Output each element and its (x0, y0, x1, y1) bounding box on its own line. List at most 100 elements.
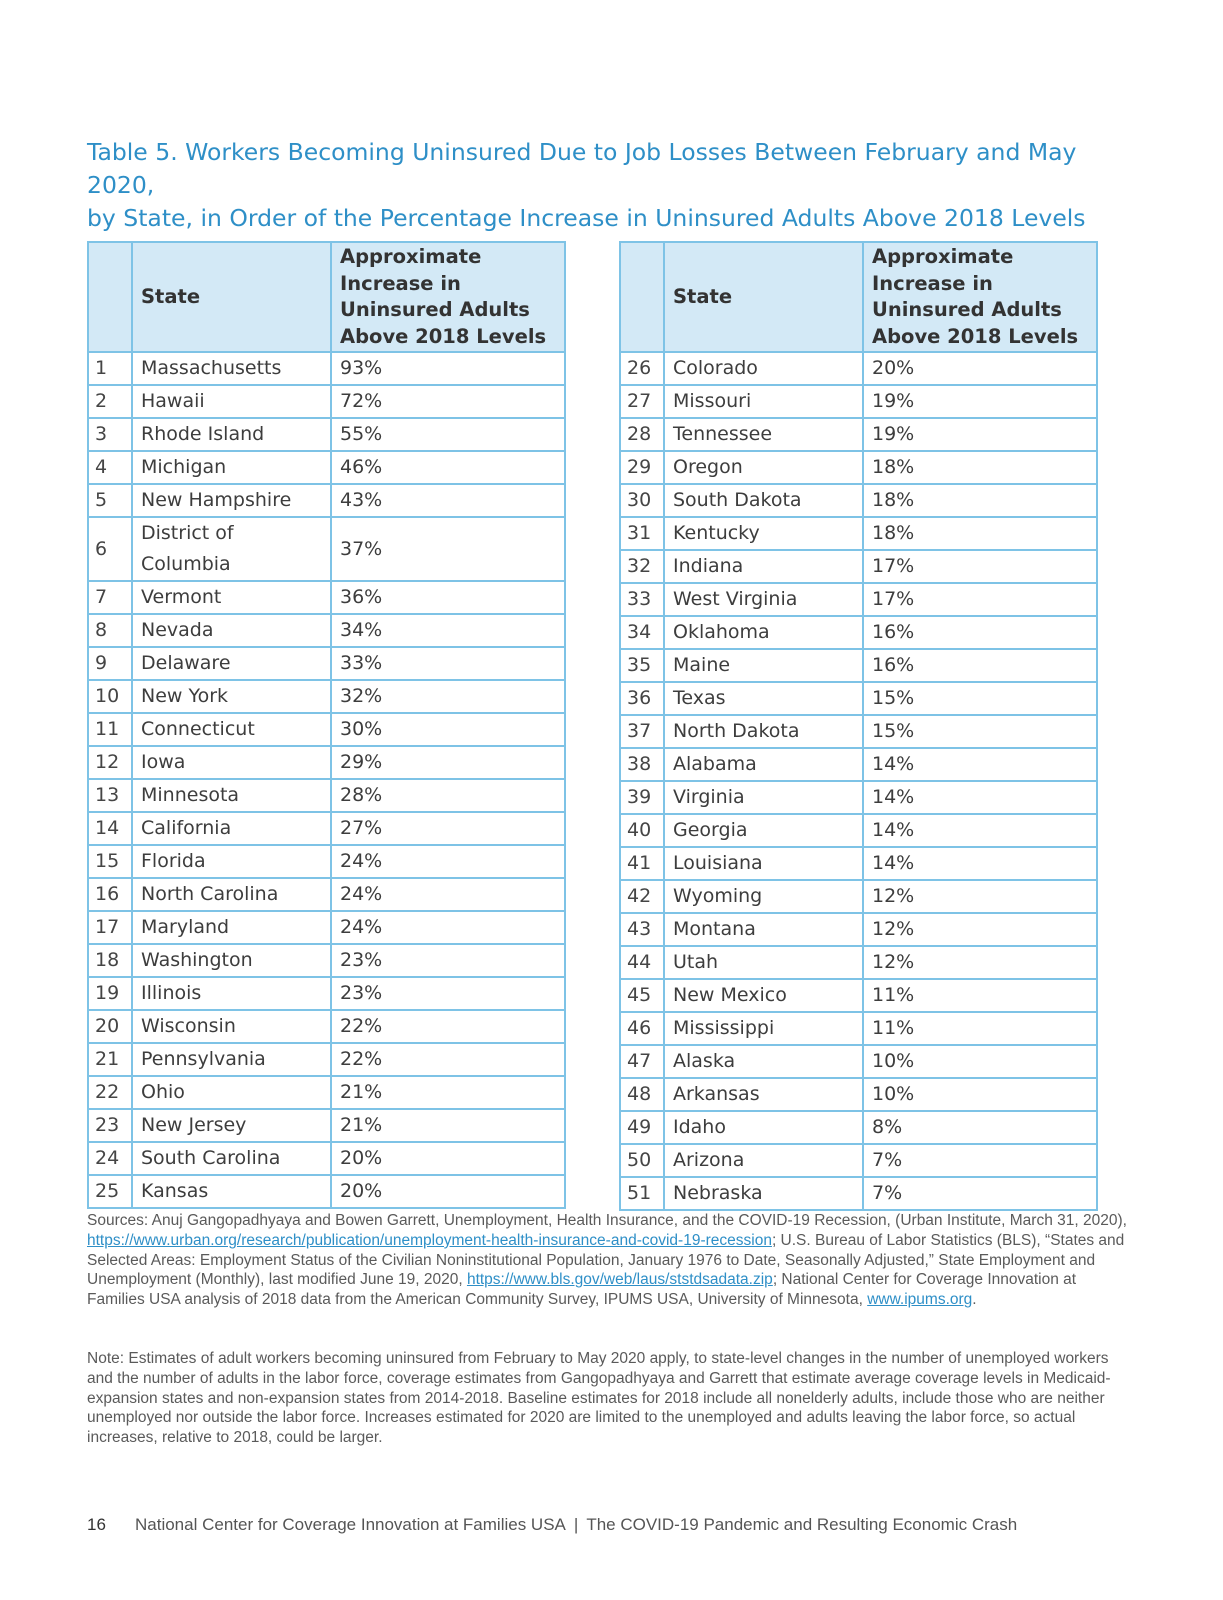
increase-cell: 14% (862, 780, 1098, 815)
rank-cell: 42 (619, 879, 665, 914)
rank-cell: 8 (87, 613, 133, 648)
state-cell: Michigan (131, 450, 332, 485)
footer-report-title: The COVID-19 Pandemic and Resulting Econ… (586, 1515, 1018, 1534)
increase-cell: 15% (862, 681, 1098, 716)
table-row: 9 Delaware 33% (87, 646, 566, 681)
state-cell: Indiana (663, 549, 864, 584)
state-cell: Wyoming (663, 879, 864, 914)
state-header: State (663, 241, 864, 353)
rank-cell: 20 (87, 1009, 133, 1044)
state-cell: Kentucky (663, 516, 864, 551)
rank-cell: 27 (619, 384, 665, 419)
increase-cell: 21% (330, 1108, 566, 1143)
table-row: 33 West Virginia 17% (619, 582, 1098, 617)
table-row: 43 Montana 12% (619, 912, 1098, 947)
state-cell: California (131, 811, 332, 846)
table-row: 25 Kansas 20% (87, 1174, 566, 1209)
table-row: 32 Indiana 17% (619, 549, 1098, 584)
table-row: 5 New Hampshire 43% (87, 483, 566, 518)
state-cell: Texas (663, 681, 864, 716)
increase-cell: 17% (862, 582, 1098, 617)
rank-cell: 26 (619, 351, 665, 386)
sources-note: Sources: Anuj Gangopadhyaya and Bowen Ga… (87, 1211, 1127, 1310)
table-row: 10 New York 32% (87, 679, 566, 714)
rank-cell: 29 (619, 450, 665, 485)
increase-cell: 12% (862, 912, 1098, 947)
state-header: State (131, 241, 332, 353)
page-title: Table 5. Workers Becoming Uninsured Due … (87, 136, 1137, 235)
state-cell: Alaska (663, 1044, 864, 1079)
page-footer: 16 National Center for Coverage Innovatio… (87, 1514, 1017, 1536)
table-row: 36 Texas 15% (619, 681, 1098, 716)
increase-cell: 30% (330, 712, 566, 747)
increase-cell: 93% (330, 351, 566, 386)
increase-cell: 20% (330, 1174, 566, 1209)
state-cell: New Mexico (663, 978, 864, 1013)
rank-cell: 35 (619, 648, 665, 683)
increase-cell: 24% (330, 844, 566, 879)
state-cell: Nevada (131, 613, 332, 648)
increase-cell: 22% (330, 1042, 566, 1077)
rank-cell: 32 (619, 549, 665, 584)
table-row: 3 Rhode Island 55% (87, 417, 566, 452)
state-cell: Oklahoma (663, 615, 864, 650)
rank-cell: 43 (619, 912, 665, 947)
table-row: 50 Arizona 7% (619, 1143, 1098, 1178)
rank-cell: 4 (87, 450, 133, 485)
rank-cell: 2 (87, 384, 133, 419)
state-cell: Mississippi (663, 1011, 864, 1046)
rank-cell: 33 (619, 582, 665, 617)
state-cell: Virginia (663, 780, 864, 815)
increase-cell: 32% (330, 679, 566, 714)
rank-cell: 16 (87, 877, 133, 912)
table-row: 38 Alabama 14% (619, 747, 1098, 782)
rank-cell: 6 (87, 516, 133, 582)
rank-cell: 19 (87, 976, 133, 1011)
increase-cell: 34% (330, 613, 566, 648)
increase-cell: 24% (330, 877, 566, 912)
table-row: 42 Wyoming 12% (619, 879, 1098, 914)
state-cell: Florida (131, 844, 332, 879)
rank-cell: 3 (87, 417, 133, 452)
increase-cell: 33% (330, 646, 566, 681)
state-cell: Maine (663, 648, 864, 683)
increase-cell: 10% (862, 1044, 1098, 1079)
increase-cell: 19% (862, 417, 1098, 452)
state-cell: Vermont (131, 580, 332, 615)
table-row: 8 Nevada 34% (87, 613, 566, 648)
increase-cell: 43% (330, 483, 566, 518)
table-row: 51 Nebraska 7% (619, 1176, 1098, 1211)
increase-cell: 15% (862, 714, 1098, 749)
state-cell: Hawaii (131, 384, 332, 419)
rank-cell: 39 (619, 780, 665, 815)
state-cell: Missouri (663, 384, 864, 419)
title-line-2: by State, in Order of the Percentage Inc… (87, 204, 1086, 232)
rank-cell: 46 (619, 1011, 665, 1046)
table-row: 40 Georgia 14% (619, 813, 1098, 848)
increase-cell: 7% (862, 1176, 1098, 1211)
state-cell: West Virginia (663, 582, 864, 617)
state-cell: Delaware (131, 646, 332, 681)
state-cell: Minnesota (131, 778, 332, 813)
table-row: 31 Kentucky 18% (619, 516, 1098, 551)
table-row: 15 Florida 24% (87, 844, 566, 879)
rank-cell: 47 (619, 1044, 665, 1079)
table-row: 12 Iowa 29% (87, 745, 566, 780)
increase-cell: 16% (862, 615, 1098, 650)
increase-cell: 24% (330, 910, 566, 945)
state-cell: New Jersey (131, 1108, 332, 1143)
table-row: 22 Ohio 21% (87, 1075, 566, 1110)
increase-cell: 18% (862, 450, 1098, 485)
urban-institute-link[interactable]: https://www.urban.org/research/publicati… (87, 1231, 772, 1249)
state-cell: Nebraska (663, 1176, 864, 1211)
increase-cell: 23% (330, 976, 566, 1011)
ipums-link[interactable]: www.ipums.org (867, 1291, 973, 1309)
increase-cell: 19% (862, 384, 1098, 419)
rank-cell: 15 (87, 844, 133, 879)
state-cell: Ohio (131, 1075, 332, 1110)
table-row: 4 Michigan 46% (87, 450, 566, 485)
bls-data-link[interactable]: https://www.bls.gov/web/laus/ststdsadata… (466, 1271, 773, 1289)
state-cell: Arizona (663, 1143, 864, 1178)
increase-cell: 72% (330, 384, 566, 419)
state-cell: Washington (131, 943, 332, 978)
